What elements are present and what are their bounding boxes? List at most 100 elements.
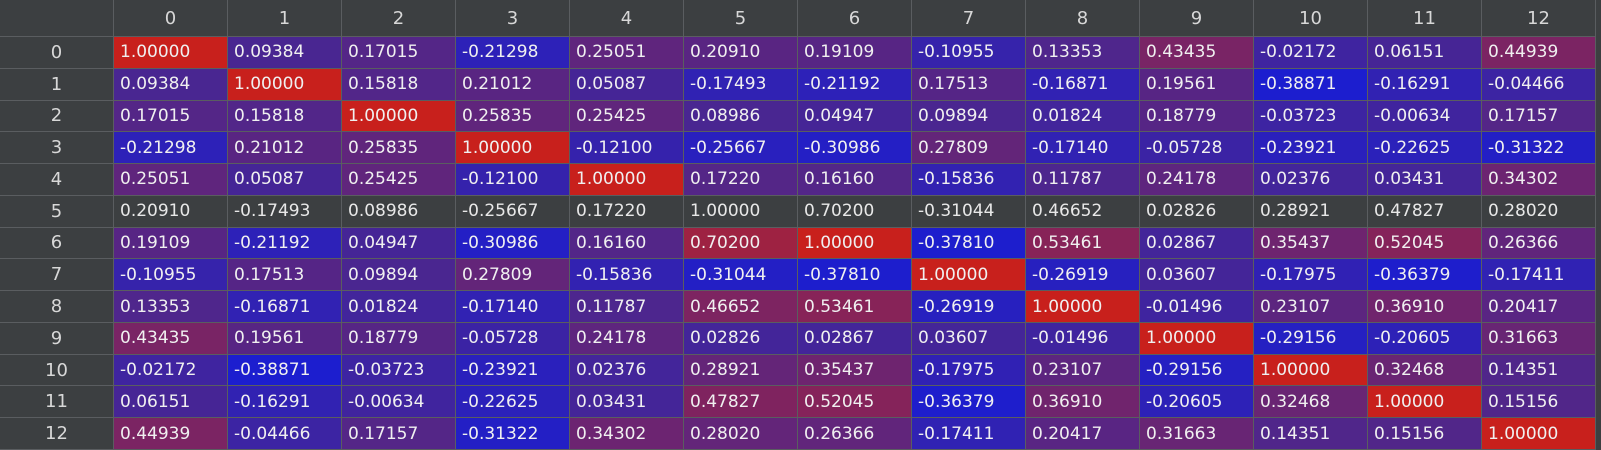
table-cell[interactable]: 0.09384: [114, 68, 228, 101]
table-cell[interactable]: 0.53461: [798, 291, 912, 323]
table-cell[interactable]: 0.20417: [1026, 418, 1140, 450]
table-cell[interactable]: 1.00000: [1368, 386, 1482, 419]
table-cell[interactable]: -0.15836: [570, 259, 684, 292]
table-cell[interactable]: 0.03607: [912, 322, 1026, 355]
table-cell[interactable]: 0.03607: [1140, 259, 1254, 292]
table-cell[interactable]: 0.35437: [1254, 227, 1368, 260]
table-cell[interactable]: 0.09894: [912, 100, 1026, 133]
table-cell[interactable]: 0.32468: [1254, 386, 1368, 419]
table-cell[interactable]: 0.34302: [1482, 164, 1596, 196]
table-cell[interactable]: 1.00000: [1026, 291, 1140, 323]
table-cell[interactable]: -0.04466: [1482, 68, 1596, 101]
table-cell[interactable]: -0.16871: [228, 291, 342, 323]
column-header-0[interactable]: 0: [114, 0, 228, 37]
table-cell[interactable]: 0.13353: [1026, 37, 1140, 69]
table-cell[interactable]: -0.01496: [1026, 322, 1140, 355]
table-cell[interactable]: 0.28020: [684, 418, 798, 450]
table-cell[interactable]: 0.47827: [684, 386, 798, 419]
table-cell[interactable]: 0.05087: [570, 68, 684, 101]
table-cell[interactable]: 0.25835: [456, 100, 570, 133]
table-cell[interactable]: 0.04947: [798, 100, 912, 133]
table-cell[interactable]: 0.27809: [456, 259, 570, 292]
table-cell[interactable]: -0.17140: [456, 291, 570, 323]
table-cell[interactable]: 1.00000: [912, 259, 1026, 292]
column-header-4[interactable]: 4: [570, 0, 684, 37]
column-header-2[interactable]: 2: [342, 0, 456, 37]
table-cell[interactable]: -0.37810: [798, 259, 912, 292]
table-cell[interactable]: -0.20605: [1368, 322, 1482, 355]
table-cell[interactable]: -0.31044: [684, 259, 798, 292]
row-header-1[interactable]: 1: [0, 68, 114, 101]
column-header-5[interactable]: 5: [684, 0, 798, 37]
table-cell[interactable]: 0.20417: [1482, 291, 1596, 323]
table-cell[interactable]: 0.25425: [570, 100, 684, 133]
table-cell[interactable]: -0.25667: [456, 195, 570, 228]
table-cell[interactable]: 0.43435: [1140, 37, 1254, 69]
row-header-11[interactable]: 11: [0, 386, 114, 419]
table-cell[interactable]: 0.25051: [570, 37, 684, 69]
table-cell[interactable]: 0.21012: [228, 132, 342, 165]
column-header-10[interactable]: 10: [1254, 0, 1368, 37]
table-cell[interactable]: -0.17493: [228, 195, 342, 228]
table-cell[interactable]: -0.16291: [1368, 68, 1482, 101]
column-header-3[interactable]: 3: [456, 0, 570, 37]
table-cell[interactable]: 1.00000: [1140, 322, 1254, 355]
table-cell[interactable]: 0.23107: [1254, 291, 1368, 323]
table-cell[interactable]: -0.22625: [1368, 132, 1482, 165]
table-cell[interactable]: -0.00634: [342, 386, 456, 419]
table-cell[interactable]: -0.36379: [1368, 259, 1482, 292]
table-cell[interactable]: -0.23921: [456, 354, 570, 387]
table-cell[interactable]: -0.30986: [456, 227, 570, 260]
table-cell[interactable]: -0.17411: [912, 418, 1026, 450]
table-cell[interactable]: -0.21192: [798, 68, 912, 101]
table-cell[interactable]: 0.02826: [684, 322, 798, 355]
table-cell[interactable]: 0.25835: [342, 132, 456, 165]
table-cell[interactable]: 0.44939: [114, 418, 228, 450]
table-cell[interactable]: 0.24178: [570, 322, 684, 355]
table-cell[interactable]: 0.08986: [684, 100, 798, 133]
table-cell[interactable]: 0.53461: [1026, 227, 1140, 260]
table-cell[interactable]: -0.04466: [228, 418, 342, 450]
table-cell[interactable]: 0.06151: [1368, 37, 1482, 69]
table-cell[interactable]: 0.09894: [342, 259, 456, 292]
table-cell[interactable]: 0.11787: [1026, 164, 1140, 196]
table-cell[interactable]: -0.37810: [912, 227, 1026, 260]
table-cell[interactable]: -0.17411: [1482, 259, 1596, 292]
table-cell[interactable]: 0.09384: [228, 37, 342, 69]
row-header-10[interactable]: 10: [0, 354, 114, 387]
row-header-3[interactable]: 3: [0, 132, 114, 165]
table-cell[interactable]: 0.02376: [1254, 164, 1368, 196]
table-cell[interactable]: 0.02376: [570, 354, 684, 387]
table-cell[interactable]: 0.47827: [1368, 195, 1482, 228]
table-cell[interactable]: 0.18779: [342, 322, 456, 355]
table-cell[interactable]: 1.00000: [684, 195, 798, 228]
table-cell[interactable]: 0.25051: [114, 164, 228, 196]
table-cell[interactable]: -0.17140: [1026, 132, 1140, 165]
table-cell[interactable]: 0.26366: [798, 418, 912, 450]
table-cell[interactable]: 1.00000: [1254, 354, 1368, 387]
table-cell[interactable]: 0.35437: [798, 354, 912, 387]
table-cell[interactable]: 0.25425: [342, 164, 456, 196]
column-header-11[interactable]: 11: [1368, 0, 1482, 37]
row-header-12[interactable]: 12: [0, 418, 114, 450]
table-cell[interactable]: 1.00000: [342, 100, 456, 133]
table-cell[interactable]: 0.28921: [1254, 195, 1368, 228]
table-cell[interactable]: -0.29156: [1140, 354, 1254, 387]
table-cell[interactable]: -0.16871: [1026, 68, 1140, 101]
table-cell[interactable]: 0.21012: [456, 68, 570, 101]
table-cell[interactable]: 0.52045: [798, 386, 912, 419]
table-cell[interactable]: -0.05728: [456, 322, 570, 355]
table-cell[interactable]: 0.70200: [798, 195, 912, 228]
row-header-2[interactable]: 2: [0, 100, 114, 133]
table-cell[interactable]: 0.04947: [342, 227, 456, 260]
table-cell[interactable]: 0.17015: [114, 100, 228, 133]
table-cell[interactable]: -0.12100: [456, 164, 570, 196]
table-cell[interactable]: 0.16160: [798, 164, 912, 196]
table-cell[interactable]: -0.38871: [228, 354, 342, 387]
table-cell[interactable]: -0.03723: [342, 354, 456, 387]
table-cell[interactable]: 0.17513: [912, 68, 1026, 101]
table-cell[interactable]: -0.38871: [1254, 68, 1368, 101]
table-cell[interactable]: 0.26366: [1482, 227, 1596, 260]
table-cell[interactable]: 1.00000: [1482, 418, 1596, 450]
table-cell[interactable]: 0.15818: [228, 100, 342, 133]
